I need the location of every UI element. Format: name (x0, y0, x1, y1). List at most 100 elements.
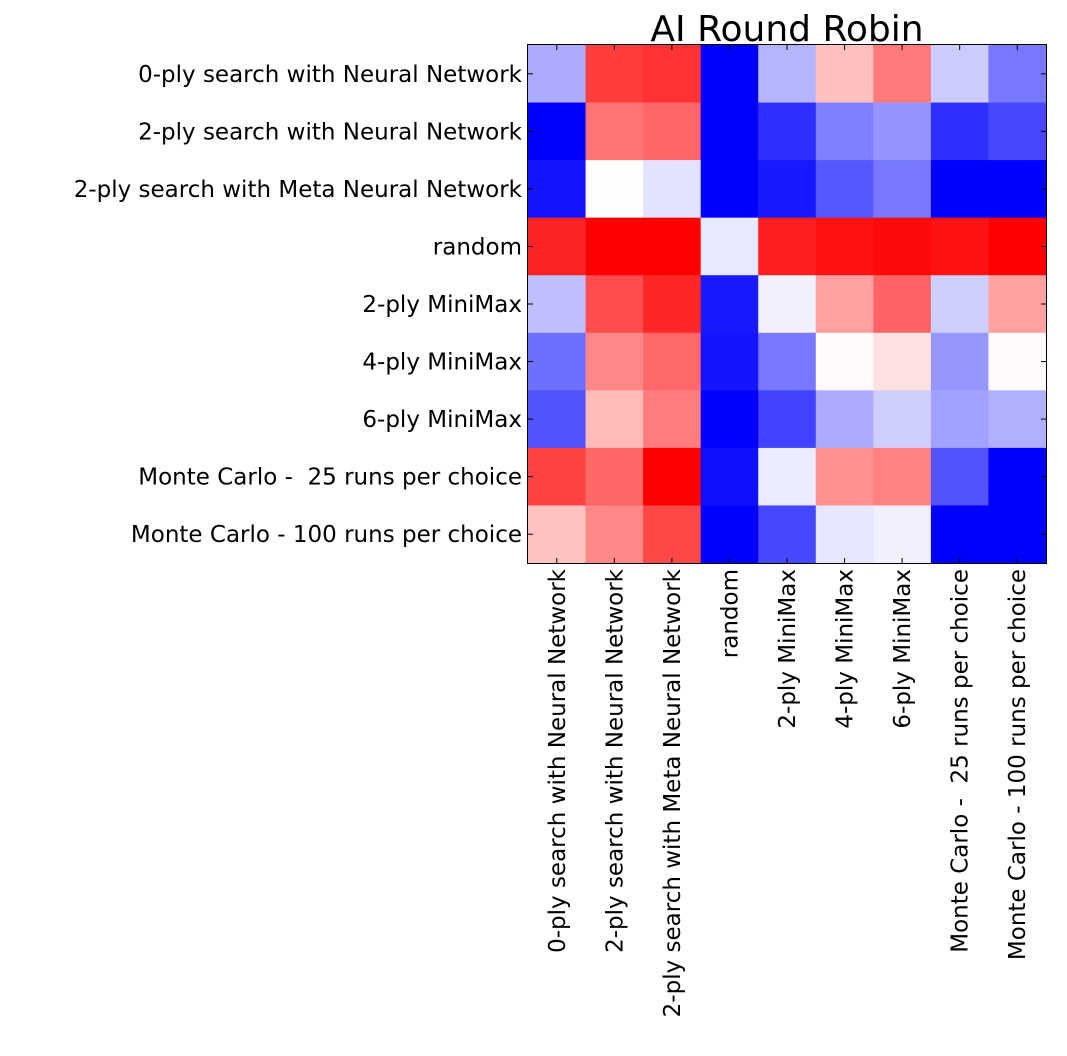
heatmap-cell-r0-c8 (988, 45, 1047, 104)
heatmap-cell-r0-c2 (643, 45, 702, 104)
heatmap-cell-r6-c8 (988, 390, 1047, 449)
heatmap-cell-r3-c2 (643, 217, 702, 276)
heatmap-cell-r6-c6 (873, 390, 932, 449)
heatmap-cell-r4-c1 (585, 275, 644, 334)
plot-frame (527, 44, 1047, 564)
heatmap-cell-r3-c0 (528, 217, 587, 276)
heatmap-cell-r5-c5 (815, 332, 874, 391)
heatmap-cell-r2-c4 (758, 160, 817, 219)
heatmap-cell-r8-c5 (815, 505, 874, 564)
heatmap-cell-r0-c1 (585, 45, 644, 104)
row-label: 2-ply search with Neural Network (138, 119, 523, 145)
heatmap-cells (528, 45, 1047, 564)
heatmap-cell-r6-c0 (528, 390, 587, 449)
heatmap-cell-r0-c7 (930, 45, 990, 104)
heatmap-cell-r1-c3 (700, 102, 759, 161)
heatmap-cell-r7-c7 (930, 447, 990, 507)
heatmap-cell-r5-c1 (585, 332, 644, 391)
heatmap-cell-r2-c0 (528, 160, 587, 219)
heatmap-cell-r6-c2 (643, 390, 702, 449)
heatmap-cell-r4-c6 (873, 275, 932, 334)
heatmap-cell-r1-c5 (815, 102, 874, 161)
column-labels: 0-ply search with Neural Network 2-ply se… (545, 568, 1031, 1017)
heatmap-cell-r2-c1 (585, 160, 644, 219)
heatmap-cell-r4-c7 (930, 275, 990, 334)
row-label: random (433, 234, 522, 260)
heatmap-cell-r2-c8 (988, 160, 1047, 219)
heatmap-cell-r5-c3 (700, 332, 759, 391)
heatmap-cell-r3-c8 (988, 217, 1047, 276)
column-label: Monte Carlo - 25 runs per choice (948, 569, 974, 953)
heatmap-cell-r0-c4 (758, 45, 817, 104)
heatmap-cell-r2-c6 (873, 160, 932, 219)
heatmap-cell-r5-c8 (988, 332, 1047, 391)
heatmap-cell-r6-c1 (585, 390, 644, 449)
heatmap-cell-r8-c6 (873, 505, 932, 564)
heatmap-cell-r5-c7 (930, 332, 990, 391)
heatmap-cell-r4-c8 (988, 275, 1047, 334)
column-label: 4-ply MiniMax (833, 569, 859, 729)
heatmap-cell-r7-c1 (585, 447, 644, 507)
row-label: 4-ply MiniMax (362, 350, 522, 376)
column-label: 2-ply search with Meta Neural Network (660, 568, 686, 1017)
heatmap-cell-r1-c2 (643, 102, 702, 161)
heatmap-cell-r1-c6 (873, 102, 932, 161)
heatmap-cell-r6-c4 (758, 390, 817, 449)
heatmap-cell-r2-c7 (930, 160, 990, 219)
heatmap-cell-r8-c4 (758, 505, 817, 564)
heatmap-cell-r3-c3 (700, 217, 759, 276)
heatmap-cell-r1-c0 (528, 102, 587, 161)
heatmap-cell-r6-c3 (700, 390, 759, 449)
heatmap-cell-r8-c8 (988, 505, 1047, 564)
heatmap-cell-r7-c0 (528, 447, 587, 507)
axis-ticks (528, 45, 1046, 563)
row-label: Monte Carlo - 100 runs per choice (131, 522, 522, 548)
heatmap-cell-r8-c2 (643, 505, 702, 564)
heatmap-cell-r0-c3 (700, 45, 759, 104)
heatmap-cell-r5-c2 (643, 332, 702, 391)
row-label: 2-ply MiniMax (362, 292, 522, 318)
row-label: 0-ply search with Neural Network (138, 62, 523, 88)
row-label: Monte Carlo - 25 runs per choice (138, 465, 522, 491)
heatmap-cell-r4-c3 (700, 275, 759, 334)
heatmap-cell-r1-c1 (585, 102, 644, 161)
column-label: 6-ply MiniMax (890, 569, 916, 729)
chart-title: AI Round Robin (650, 9, 923, 50)
heatmap-cell-r7-c2 (643, 447, 702, 507)
heatmap-cell-r7-c3 (700, 447, 759, 507)
heatmap-cell-r4-c5 (815, 275, 874, 334)
heatmap-cell-r0-c5 (815, 45, 874, 104)
heatmap-cell-r5-c6 (873, 332, 932, 391)
heatmap-cell-r2-c3 (700, 160, 759, 219)
heatmap-cell-r8-c1 (585, 505, 644, 564)
heatmap-cell-r3-c5 (815, 217, 874, 276)
heatmap-cell-r7-c4 (758, 447, 817, 507)
heatmap-cell-r8-c0 (528, 505, 587, 564)
heatmap-cell-r4-c4 (758, 275, 817, 334)
heatmap-cell-r3-c6 (873, 217, 932, 276)
heatmap-cell-r5-c4 (758, 332, 817, 391)
heatmap-cell-r5-c0 (528, 332, 587, 391)
heatmap-cell-r3-c1 (585, 217, 644, 276)
heatmap-cell-r6-c5 (815, 390, 874, 449)
heatmap-cell-r4-c2 (643, 275, 702, 334)
heatmap-cell-r1-c8 (988, 102, 1047, 161)
column-label: 2-ply MiniMax (775, 569, 801, 729)
heatmap-cell-r2-c2 (643, 160, 702, 219)
heatmap-cell-r3-c7 (930, 217, 990, 276)
heatmap-cell-r4-c0 (528, 275, 587, 334)
heatmap-cell-r1-c4 (758, 102, 817, 161)
heatmap-cell-r7-c6 (873, 447, 932, 507)
heatmap-cell-r8-c3 (700, 505, 759, 564)
heatmap-cell-r2-c5 (815, 160, 874, 219)
heatmap-cell-r7-c8 (988, 447, 1047, 507)
row-label: 2-ply search with Meta Neural Network (74, 177, 523, 203)
heatmap-cell-r0-c0 (528, 45, 587, 104)
heatmap-cell-r3-c4 (758, 217, 817, 276)
column-label: Monte Carlo - 100 runs per choice (1005, 569, 1031, 960)
heatmap-cell-r8-c7 (930, 505, 990, 564)
heatmap-cell-r7-c5 (815, 447, 874, 507)
row-labels: 0-ply search with Neural Network 2-ply se… (74, 62, 523, 548)
heatmap-cell-r0-c6 (873, 45, 932, 104)
